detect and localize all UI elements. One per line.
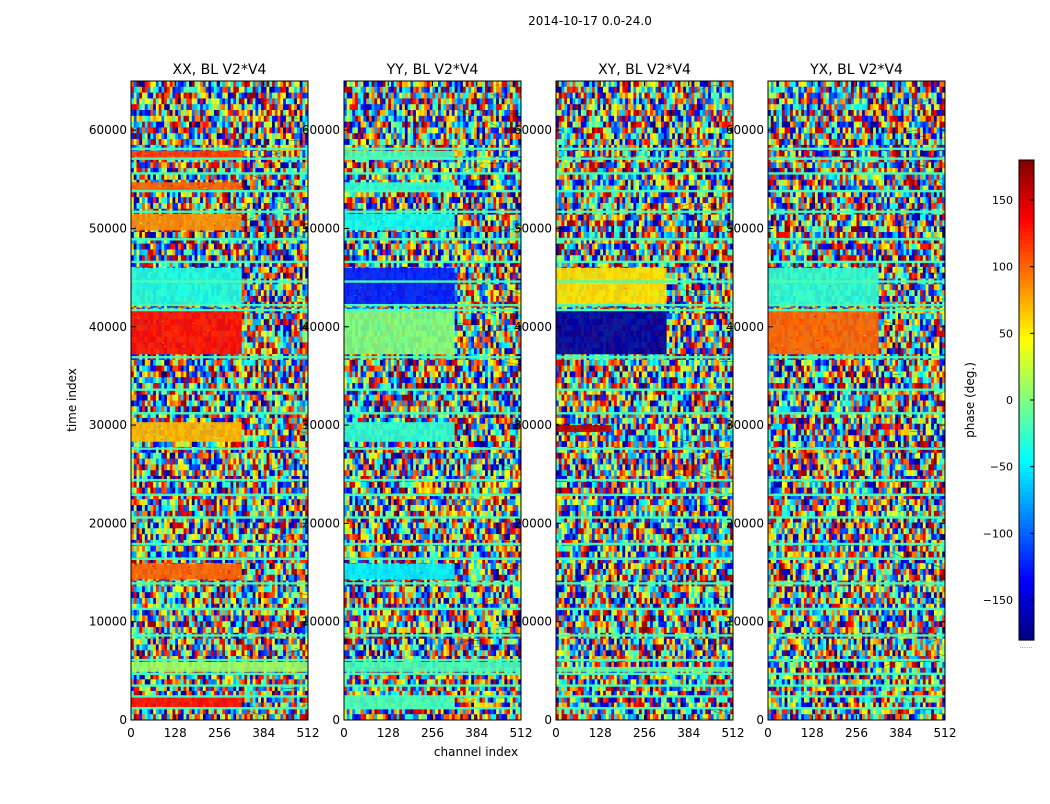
figure-title: 2014-10-17 0.0-24.0 xyxy=(0,14,1050,28)
panel-heatmap-1 xyxy=(131,76,324,723)
